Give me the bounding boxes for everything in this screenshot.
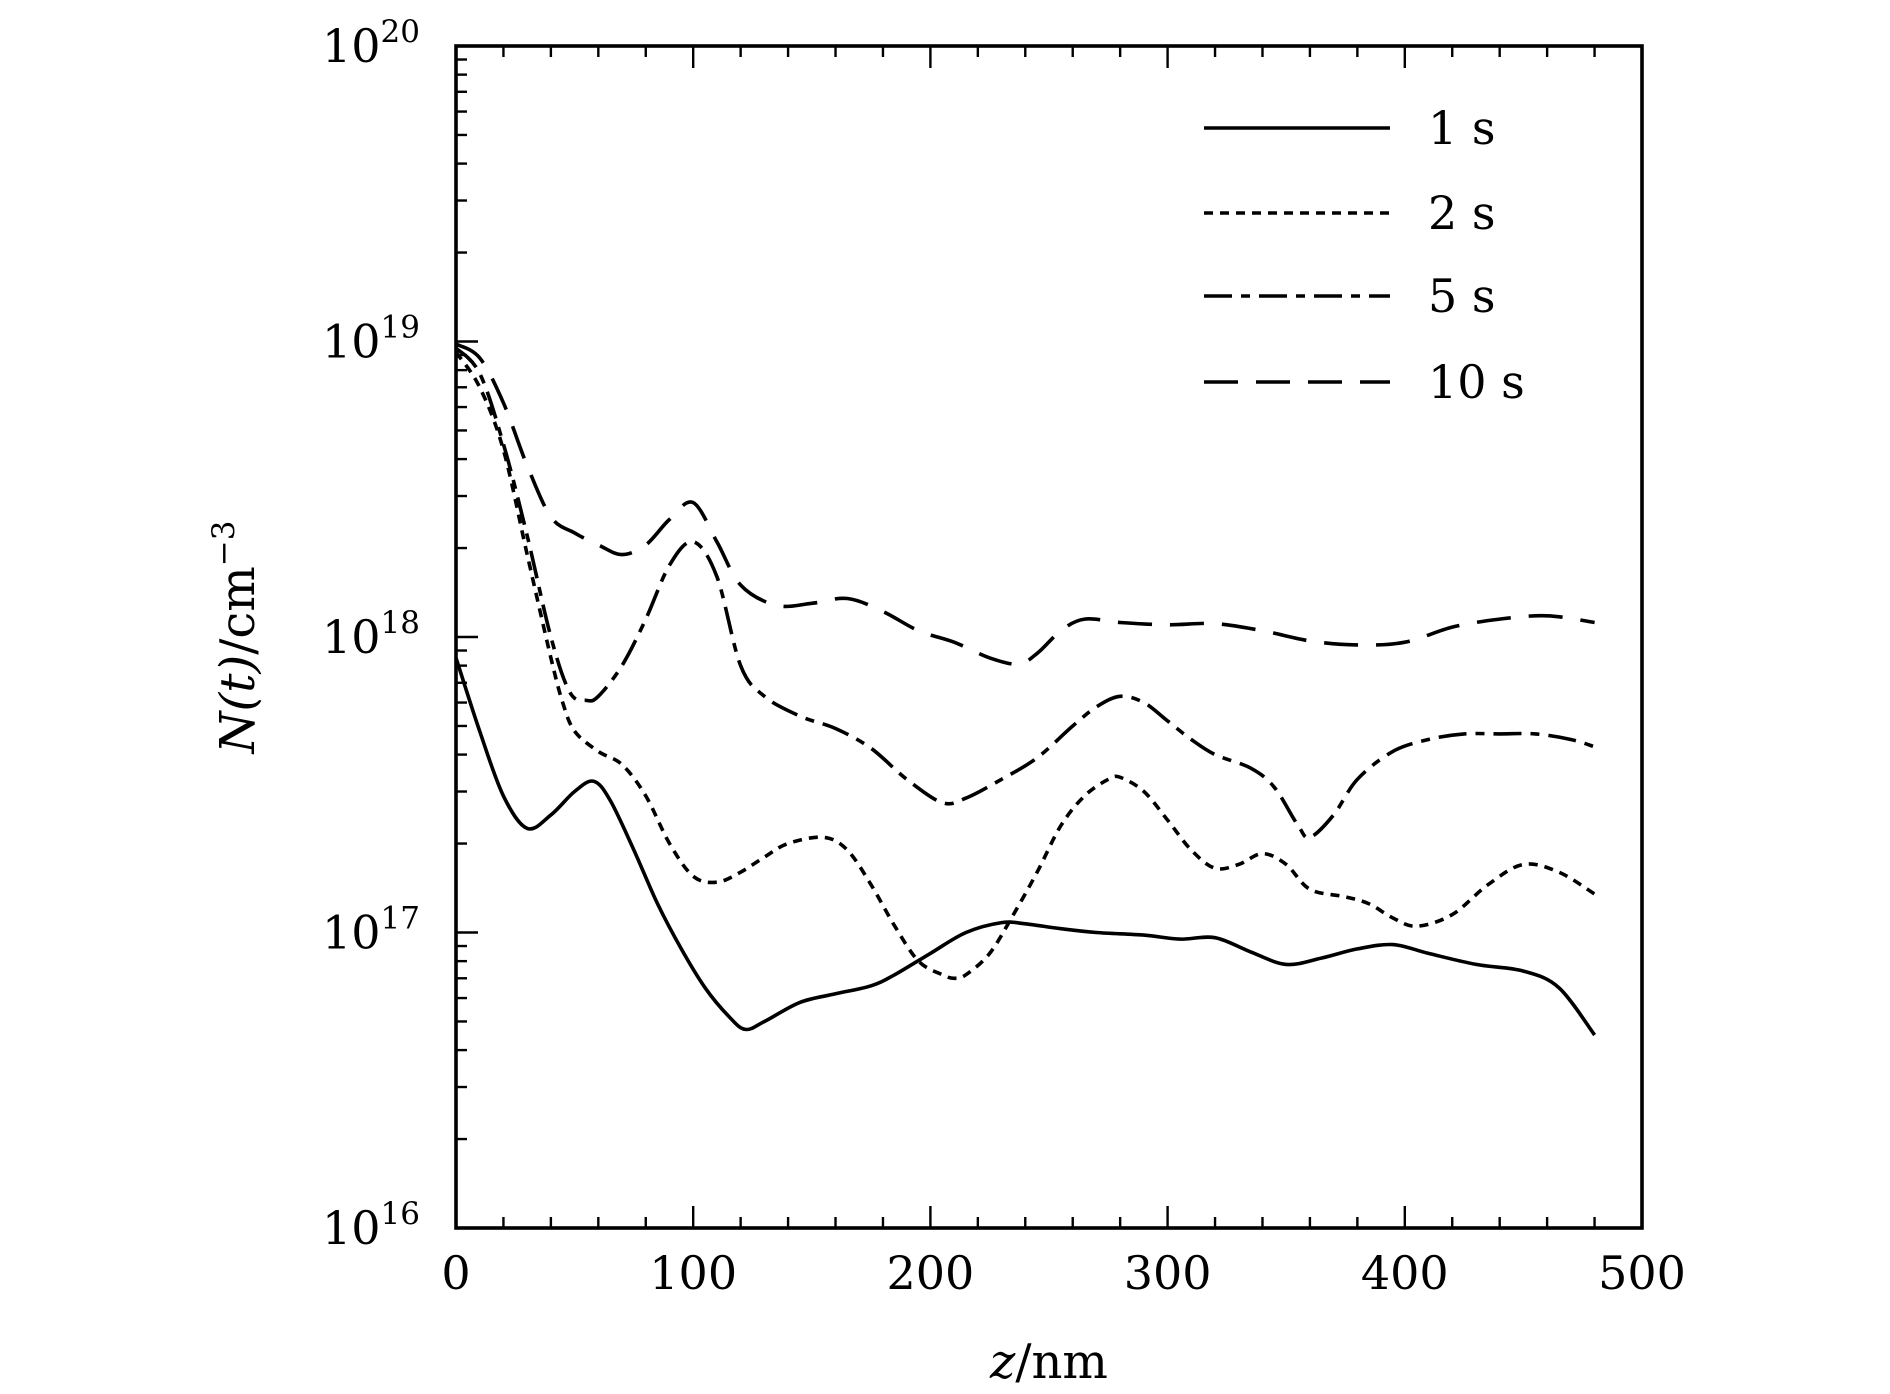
series-line-10s — [455, 342, 1595, 666]
legend-label: 10 s — [1428, 355, 1525, 409]
y-tick-label: 1020 — [322, 14, 420, 73]
legend-label: 2 s — [1428, 186, 1496, 240]
series-layer — [454, 342, 1597, 1037]
y-tick-label: 1016 — [322, 1196, 420, 1255]
series-line-5s — [454, 346, 1596, 840]
axis-ticks — [454, 46, 1644, 1230]
x-tick-label: 200 — [886, 1246, 974, 1300]
x-tick-label: 500 — [1598, 1246, 1686, 1300]
y-tick-labels: 1016 1017 1018 1019 1020 — [322, 14, 420, 1255]
legend-label: 5 s — [1428, 269, 1496, 323]
legend-label: 1 s — [1428, 101, 1496, 155]
y-tick-label: 1017 — [322, 901, 420, 960]
x-tick-label: 0 — [441, 1246, 470, 1300]
series-line-2s — [454, 351, 1596, 981]
legend: 1 s 2 s 5 s 10 s — [1204, 101, 1525, 409]
y-axis-title: N(t)/cm−3 — [206, 520, 266, 754]
series-line-1s — [454, 657, 1597, 1037]
x-tick-label: 400 — [1361, 1246, 1449, 1300]
y-tick-label: 1018 — [322, 605, 420, 664]
x-tick-labels: 0 100 200 300 400 500 — [441, 1246, 1686, 1300]
x-tick-label: 300 — [1124, 1246, 1212, 1300]
x-axis-title: z/nm — [989, 1334, 1108, 1390]
y-tick-label: 1019 — [322, 310, 420, 369]
x-tick-label: 100 — [649, 1246, 737, 1300]
